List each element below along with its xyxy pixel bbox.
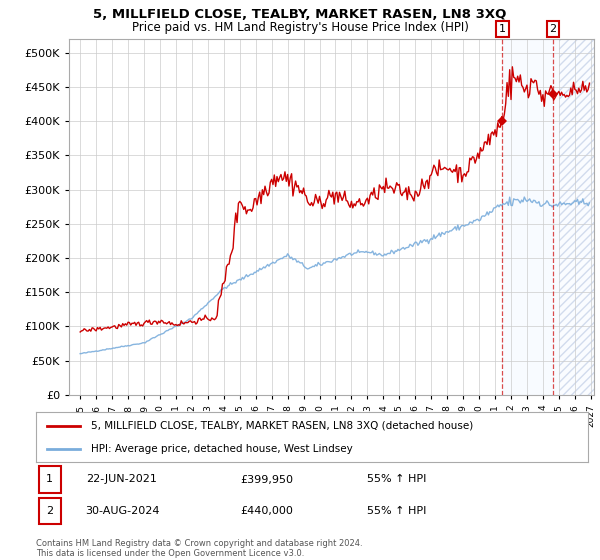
Text: Contains HM Land Registry data © Crown copyright and database right 2024.
This d: Contains HM Land Registry data © Crown c… (36, 539, 362, 558)
Text: HPI: Average price, detached house, West Lindsey: HPI: Average price, detached house, West… (91, 445, 353, 454)
Text: 5, MILLFIELD CLOSE, TEALBY, MARKET RASEN, LN8 3XQ (detached house): 5, MILLFIELD CLOSE, TEALBY, MARKET RASEN… (91, 421, 473, 431)
Bar (559, 39, 594, 395)
Text: 2: 2 (46, 506, 53, 516)
Text: Price paid vs. HM Land Registry's House Price Index (HPI): Price paid vs. HM Land Registry's House … (131, 21, 469, 34)
Text: 1: 1 (46, 474, 53, 484)
FancyBboxPatch shape (39, 466, 61, 493)
Text: 55% ↑ HPI: 55% ↑ HPI (367, 506, 427, 516)
Text: £440,000: £440,000 (240, 506, 293, 516)
Text: 2: 2 (550, 24, 557, 34)
Text: 30-AUG-2024: 30-AUG-2024 (86, 506, 160, 516)
Bar (559, 39, 594, 395)
Bar (502, 39, 559, 395)
Text: 1: 1 (499, 24, 506, 34)
Text: 22-JUN-2021: 22-JUN-2021 (86, 474, 157, 484)
Text: 5, MILLFIELD CLOSE, TEALBY, MARKET RASEN, LN8 3XQ: 5, MILLFIELD CLOSE, TEALBY, MARKET RASEN… (94, 8, 506, 21)
Text: 55% ↑ HPI: 55% ↑ HPI (367, 474, 427, 484)
Text: £399,950: £399,950 (240, 474, 293, 484)
FancyBboxPatch shape (39, 498, 61, 524)
